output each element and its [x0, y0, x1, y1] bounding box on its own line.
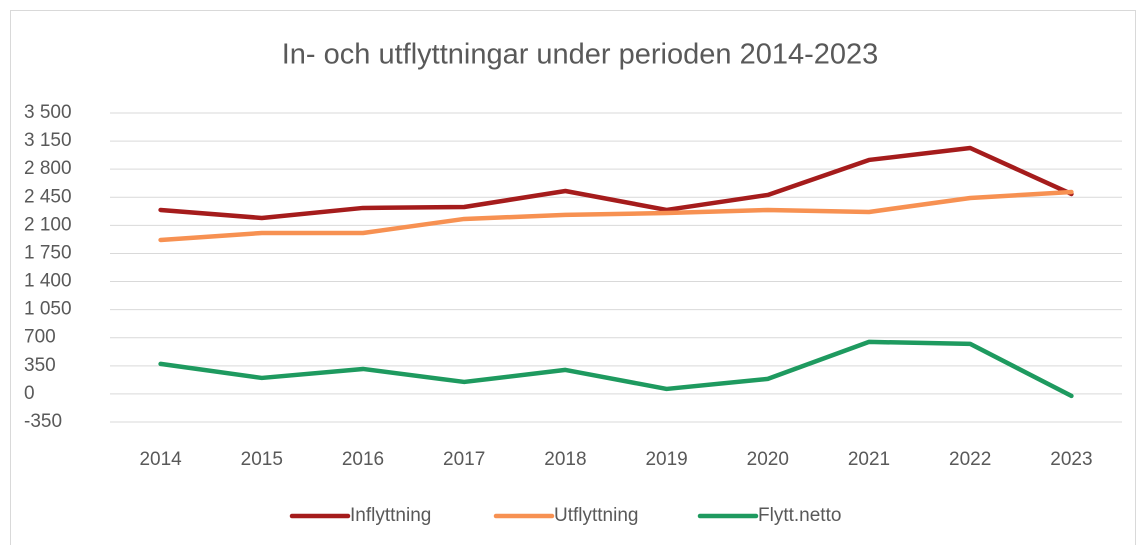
series-line — [158, 145, 1074, 221]
x-tick-label: 2015 — [241, 449, 283, 470]
series-line — [158, 189, 1074, 243]
x-tick-label: 2019 — [645, 449, 687, 470]
y-tick-label: 0 — [24, 383, 35, 404]
series-line — [158, 339, 1074, 399]
legend-label: Inflyttning — [350, 505, 431, 526]
y-tick-label: 2 800 — [24, 158, 72, 179]
chart-border — [10, 10, 1136, 545]
x-tick-label: 2023 — [1050, 449, 1092, 470]
x-tick-label: 2016 — [342, 449, 384, 470]
x-tick-label: 2018 — [544, 449, 586, 470]
chart-title: In- och utflyttningar under perioden 201… — [282, 39, 879, 71]
y-tick-label: 1 400 — [24, 271, 72, 292]
y-tick-label: 700 — [24, 327, 56, 348]
x-tick-label: 2020 — [747, 449, 789, 470]
y-tick-label: 1 050 — [24, 299, 72, 320]
legend-label: Flytt.netto — [758, 505, 841, 526]
y-tick-label: 2 100 — [24, 214, 72, 235]
y-tick-label: 1 750 — [24, 242, 72, 263]
y-tick-label: 3 150 — [24, 130, 72, 151]
x-tick-label: 2022 — [949, 449, 991, 470]
x-tick-label: 2021 — [848, 449, 890, 470]
x-tick-label: 2014 — [139, 449, 182, 470]
x-tick-label: 2017 — [443, 449, 485, 470]
y-tick-label: -350 — [24, 411, 62, 432]
y-tick-label: 350 — [24, 355, 56, 376]
y-tick-label: 2 450 — [24, 186, 72, 207]
legend-label: Utflyttning — [554, 505, 638, 526]
y-tick-label: 3 500 — [24, 102, 72, 123]
